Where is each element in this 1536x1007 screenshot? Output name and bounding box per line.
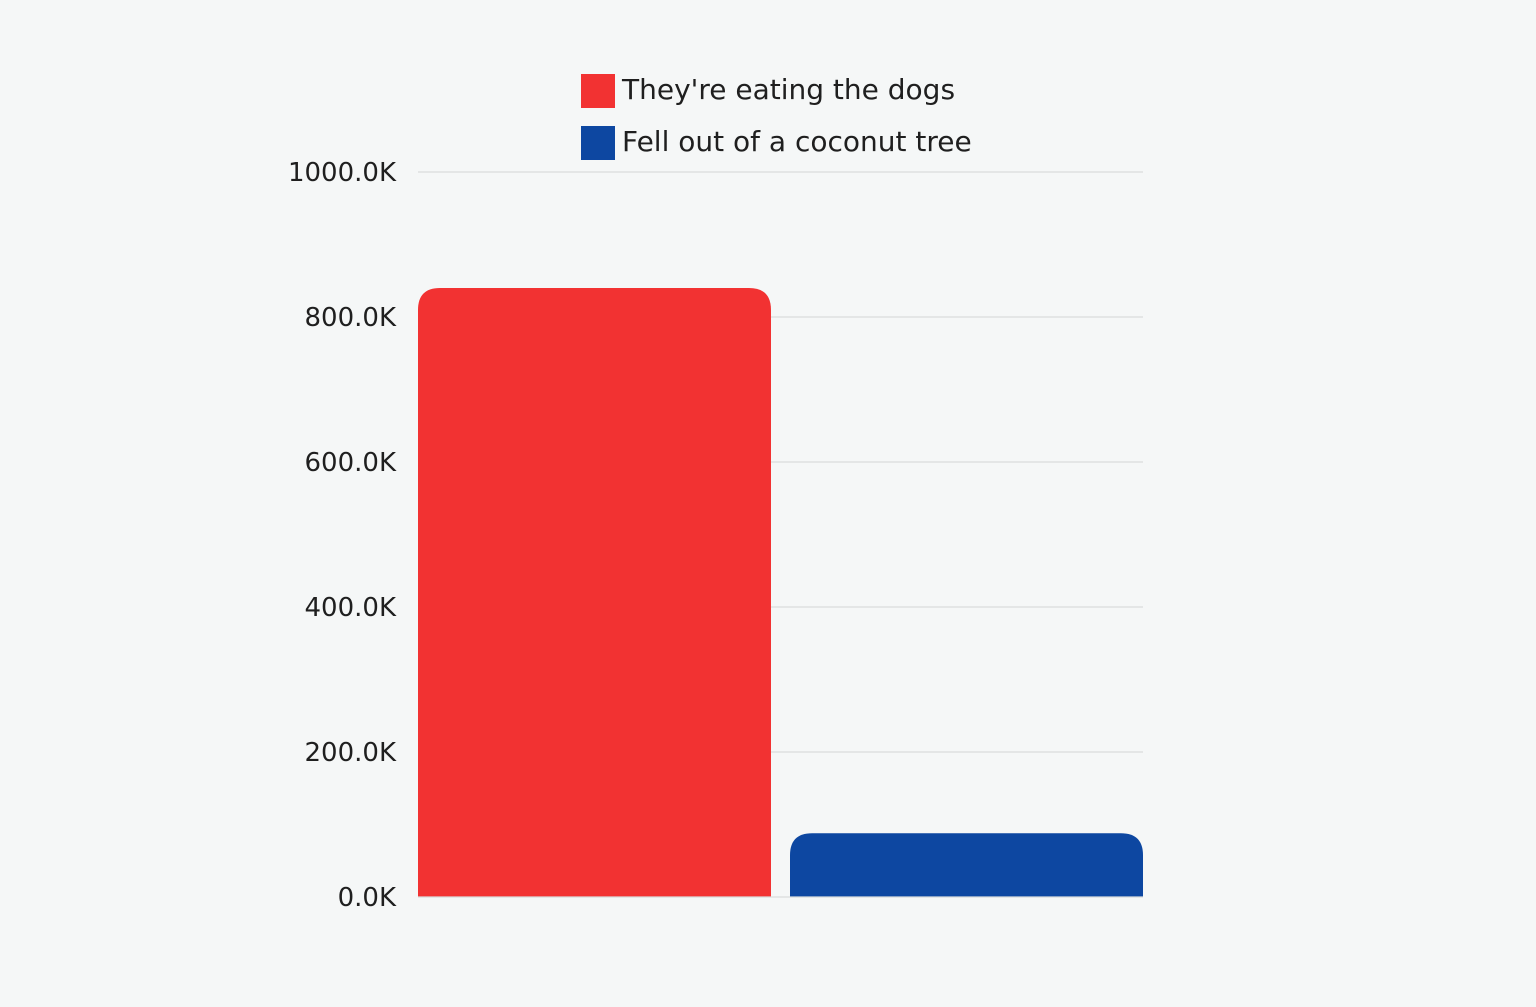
y-tick-label-1: 200.0K xyxy=(305,738,397,768)
legend-label-0: They're eating the dogs xyxy=(621,73,955,106)
y-tick-label-4: 800.0K xyxy=(305,303,397,333)
legend-label-1: Fell out of a coconut tree xyxy=(622,125,972,158)
legend-swatch-0 xyxy=(581,74,615,108)
y-tick-label-3: 600.0K xyxy=(305,448,397,478)
y-tick-label-5: 1000.0K xyxy=(288,158,397,188)
y-tick-label-0: 0.0K xyxy=(338,883,397,913)
y-tick-label-2: 400.0K xyxy=(305,593,397,623)
bars xyxy=(418,288,1143,897)
legend-swatch-1 xyxy=(581,126,615,160)
bar-1 xyxy=(790,833,1143,897)
y-axis-ticks: 0.0K 200.0K 400.0K 600.0K 800.0K 1000.0K xyxy=(288,158,397,913)
bar-0 xyxy=(418,288,771,897)
legend: They're eating the dogs Fell out of a coc… xyxy=(581,73,972,160)
